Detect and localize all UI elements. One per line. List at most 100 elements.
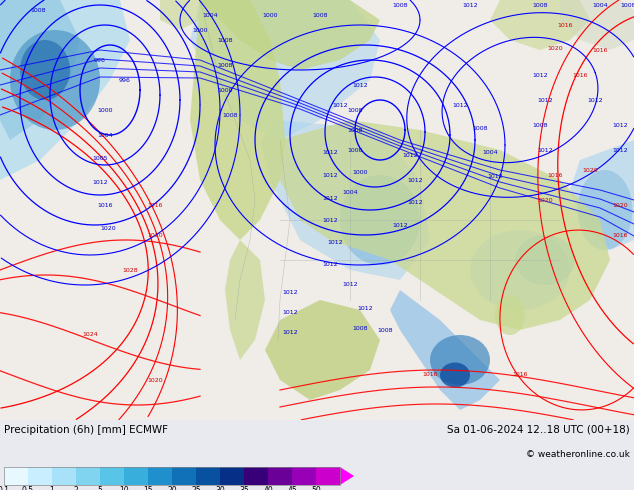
Ellipse shape bbox=[578, 170, 633, 250]
Text: 1000: 1000 bbox=[353, 170, 368, 174]
Bar bbox=[172, 467, 196, 485]
Text: 1012: 1012 bbox=[357, 305, 373, 311]
Text: 1004: 1004 bbox=[342, 190, 358, 195]
Text: 1020: 1020 bbox=[100, 225, 116, 230]
Bar bbox=[124, 467, 148, 485]
Text: 1020: 1020 bbox=[582, 168, 598, 172]
Text: 30: 30 bbox=[215, 486, 225, 490]
Text: 1012: 1012 bbox=[392, 222, 408, 227]
Text: 1020: 1020 bbox=[547, 46, 563, 50]
Text: 1012: 1012 bbox=[537, 147, 553, 152]
Polygon shape bbox=[200, 0, 380, 70]
Text: 1000: 1000 bbox=[217, 88, 233, 93]
Bar bbox=[4, 467, 28, 485]
Text: 1000: 1000 bbox=[262, 13, 278, 18]
Text: 1020: 1020 bbox=[612, 202, 628, 207]
Polygon shape bbox=[0, 0, 80, 140]
Bar bbox=[316, 467, 340, 485]
Text: Sa 01-06-2024 12..18 UTC (00+18): Sa 01-06-2024 12..18 UTC (00+18) bbox=[447, 425, 630, 435]
Polygon shape bbox=[490, 0, 590, 50]
Text: 50: 50 bbox=[311, 486, 321, 490]
Text: 5: 5 bbox=[98, 486, 103, 490]
Text: 1012: 1012 bbox=[282, 290, 298, 294]
Text: 1012: 1012 bbox=[612, 122, 628, 127]
Text: 1012: 1012 bbox=[407, 177, 423, 182]
Text: 1008: 1008 bbox=[392, 2, 408, 7]
Text: 25: 25 bbox=[191, 486, 201, 490]
Text: 1020: 1020 bbox=[537, 197, 553, 202]
Text: 1008: 1008 bbox=[223, 113, 238, 118]
Text: 1008: 1008 bbox=[217, 38, 233, 43]
Bar bbox=[292, 467, 316, 485]
Text: 1016: 1016 bbox=[422, 372, 437, 377]
Text: 1016: 1016 bbox=[547, 172, 563, 177]
Bar bbox=[4, 467, 340, 485]
Text: 1012: 1012 bbox=[322, 196, 338, 200]
Text: 1016: 1016 bbox=[592, 48, 608, 52]
Text: 1020: 1020 bbox=[147, 232, 163, 238]
Text: 0.5: 0.5 bbox=[22, 486, 34, 490]
Polygon shape bbox=[190, 0, 285, 240]
Text: 10: 10 bbox=[119, 486, 129, 490]
Text: 1008: 1008 bbox=[313, 13, 328, 18]
Ellipse shape bbox=[495, 295, 525, 335]
Text: 1020: 1020 bbox=[147, 377, 163, 383]
Polygon shape bbox=[0, 0, 130, 180]
Text: 1012: 1012 bbox=[322, 149, 338, 154]
Bar bbox=[76, 467, 100, 485]
Ellipse shape bbox=[20, 40, 70, 100]
Ellipse shape bbox=[515, 235, 575, 285]
Text: 1004: 1004 bbox=[97, 132, 113, 138]
Polygon shape bbox=[560, 0, 634, 50]
Text: 1016: 1016 bbox=[147, 202, 163, 207]
Text: 1008: 1008 bbox=[533, 2, 548, 7]
Text: 1005: 1005 bbox=[93, 155, 108, 161]
Text: 1000: 1000 bbox=[97, 107, 113, 113]
Bar bbox=[28, 467, 52, 485]
Text: 20: 20 bbox=[167, 486, 177, 490]
Text: 1012: 1012 bbox=[342, 283, 358, 288]
Polygon shape bbox=[265, 300, 380, 400]
Text: 1012: 1012 bbox=[532, 73, 548, 77]
Text: 1016: 1016 bbox=[612, 232, 628, 238]
Polygon shape bbox=[260, 120, 430, 280]
Bar bbox=[244, 467, 268, 485]
Text: © weatheronline.co.uk: © weatheronline.co.uk bbox=[526, 450, 630, 459]
Ellipse shape bbox=[430, 335, 490, 385]
Text: 2: 2 bbox=[74, 486, 79, 490]
Text: 1008: 1008 bbox=[347, 107, 363, 113]
Bar bbox=[220, 467, 244, 485]
Text: 1000: 1000 bbox=[192, 27, 208, 32]
Text: 1012: 1012 bbox=[537, 98, 553, 102]
Text: 1008: 1008 bbox=[30, 7, 46, 13]
Text: 1004: 1004 bbox=[202, 13, 218, 18]
Text: 0.1: 0.1 bbox=[0, 486, 10, 490]
Text: Precipitation (6h) [mm] ECMWF: Precipitation (6h) [mm] ECMWF bbox=[4, 425, 168, 435]
Text: 1008: 1008 bbox=[347, 127, 363, 132]
Text: 1012: 1012 bbox=[407, 199, 423, 204]
Polygon shape bbox=[570, 140, 634, 250]
Text: 1016: 1016 bbox=[512, 372, 527, 377]
Polygon shape bbox=[390, 290, 500, 410]
Text: 1012: 1012 bbox=[452, 102, 468, 107]
Polygon shape bbox=[340, 467, 354, 485]
Polygon shape bbox=[225, 240, 265, 360]
Text: 1016: 1016 bbox=[557, 23, 573, 27]
Polygon shape bbox=[280, 120, 610, 330]
Text: 1008: 1008 bbox=[472, 125, 488, 130]
Polygon shape bbox=[160, 0, 200, 30]
Text: 1004: 1004 bbox=[482, 149, 498, 154]
Text: 1012: 1012 bbox=[322, 263, 338, 268]
Text: 1012: 1012 bbox=[612, 147, 628, 152]
Ellipse shape bbox=[440, 363, 470, 388]
Text: 1012: 1012 bbox=[487, 173, 503, 178]
Text: 1004: 1004 bbox=[592, 2, 608, 7]
Text: 1016: 1016 bbox=[573, 73, 588, 77]
Ellipse shape bbox=[10, 30, 100, 130]
Text: 45: 45 bbox=[287, 486, 297, 490]
Text: 1008: 1008 bbox=[217, 63, 233, 68]
Ellipse shape bbox=[470, 230, 570, 310]
Text: 15: 15 bbox=[143, 486, 153, 490]
Text: 1016: 1016 bbox=[97, 202, 113, 207]
Text: 1000: 1000 bbox=[347, 147, 363, 152]
